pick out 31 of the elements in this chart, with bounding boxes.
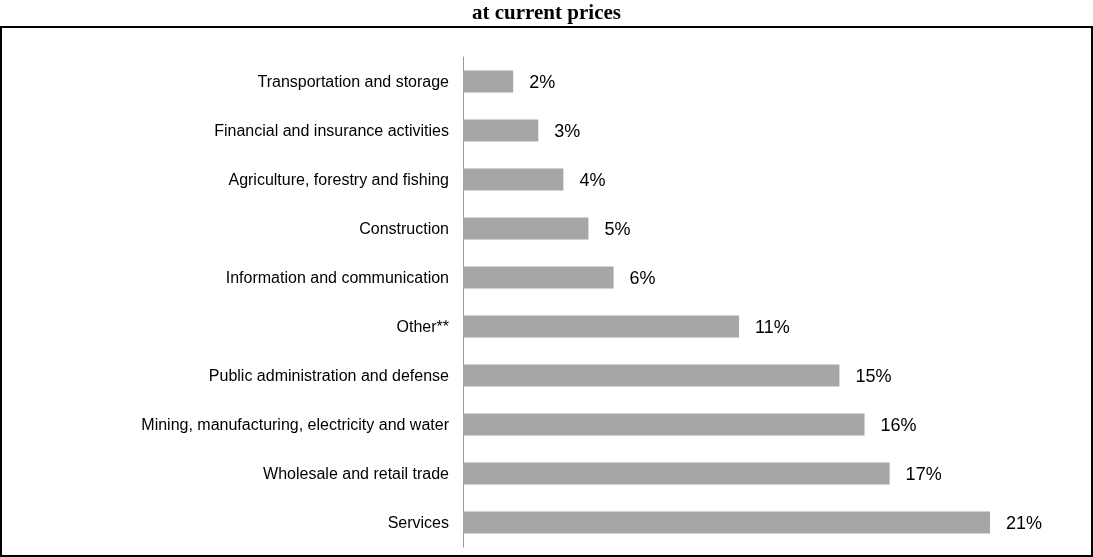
data-label: 2% — [529, 71, 556, 92]
y-tick-label: Transportation and storage — [257, 73, 450, 90]
y-tick-label: Services — [387, 514, 449, 531]
bar — [463, 462, 890, 485]
bar — [463, 364, 840, 387]
data-label: 17% — [905, 463, 942, 484]
y-tick-label: Public administration and defense — [208, 367, 450, 384]
data-label: 15% — [855, 365, 892, 386]
data-label: 5% — [604, 218, 631, 239]
y-tick-label: Information and communication — [225, 269, 449, 286]
y-tick-label: Other** — [396, 318, 449, 335]
bar — [463, 266, 614, 289]
bar — [463, 315, 740, 338]
bar — [463, 70, 514, 93]
chart-title: at current prices — [471, 0, 622, 24]
y-tick-label: Wholesale and retail trade — [263, 465, 450, 482]
y-tick-label: Agriculture, forestry and fishing — [228, 171, 449, 188]
bar — [463, 119, 539, 142]
data-label: 4% — [579, 169, 606, 190]
y-tick-label: Financial and insurance activities — [214, 122, 449, 139]
data-label: 21% — [1006, 512, 1043, 533]
y-tick-label: Mining, manufacturing, electricity and water — [141, 416, 450, 433]
bar — [463, 217, 589, 240]
data-label: 16% — [880, 414, 917, 435]
y-tick-label: Construction — [359, 220, 449, 237]
bar — [463, 168, 564, 191]
bar — [463, 413, 865, 436]
bar — [463, 511, 990, 534]
data-label: 11% — [755, 316, 790, 337]
data-label: 3% — [554, 120, 581, 141]
data-label: 6% — [629, 267, 656, 288]
